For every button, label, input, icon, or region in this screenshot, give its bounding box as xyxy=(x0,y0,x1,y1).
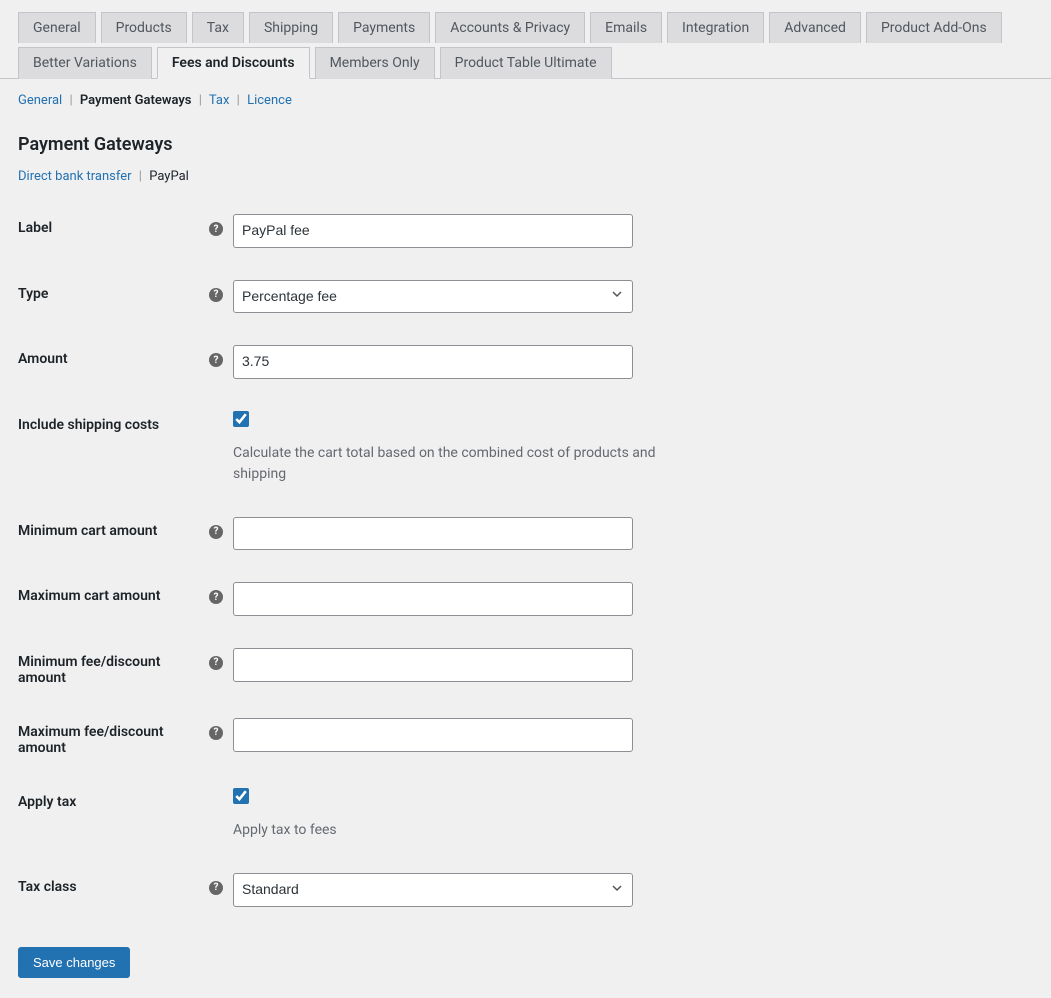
min-fee-input[interactable] xyxy=(233,648,633,682)
amount-input[interactable] xyxy=(233,345,633,379)
apply-tax-label: Apply tax xyxy=(18,794,76,810)
help-icon[interactable]: ? xyxy=(209,656,223,670)
max-fee-input[interactable] xyxy=(233,718,633,752)
apply-tax-description: Apply tax to fees xyxy=(233,820,663,841)
gateway-paypal[interactable]: PayPal xyxy=(149,169,189,184)
row-tax-class: Tax class ? Standard xyxy=(18,857,1033,923)
gateway-direct-bank[interactable]: Direct bank transfer xyxy=(18,169,132,184)
tab-general[interactable]: General xyxy=(18,12,96,43)
type-label: Type xyxy=(18,286,48,302)
tab-products[interactable]: Products xyxy=(101,12,187,43)
settings-form: Label ? Type ? Percentage fee Amount ? xyxy=(0,184,1051,937)
tab-fees-discounts[interactable]: Fees and Discounts xyxy=(157,47,310,79)
separator: | xyxy=(237,93,240,108)
row-apply-tax: Apply tax Apply tax to fees xyxy=(18,772,1033,857)
tab-integration[interactable]: Integration xyxy=(667,12,764,43)
tab-advanced[interactable]: Advanced xyxy=(769,12,861,43)
subnav-general[interactable]: General xyxy=(18,93,62,108)
page-title: Payment Gateways xyxy=(0,108,1051,165)
tab-payments[interactable]: Payments xyxy=(338,12,430,43)
gateway-subnav: Direct bank transfer | PayPal xyxy=(0,165,1051,184)
row-label: Label ? xyxy=(18,198,1033,264)
row-max-cart: Maximum cart amount ? xyxy=(18,566,1033,632)
subnav-licence[interactable]: Licence xyxy=(247,93,292,108)
include-shipping-description: Calculate the cart total based on the co… xyxy=(233,443,663,485)
tab-emails[interactable]: Emails xyxy=(590,12,662,43)
subnav-payment-gateways[interactable]: Payment Gateways xyxy=(80,93,192,108)
help-icon[interactable]: ? xyxy=(209,353,223,367)
apply-tax-checkbox[interactable] xyxy=(233,788,249,804)
primary-tabs: General Products Tax Shipping Payments A… xyxy=(0,0,1051,79)
tax-class-select[interactable]: Standard xyxy=(233,873,633,907)
min-cart-label: Minimum cart amount xyxy=(18,523,157,539)
separator: | xyxy=(69,93,72,108)
tab-better-variations[interactable]: Better Variations xyxy=(18,47,152,79)
tab-product-addons[interactable]: Product Add-Ons xyxy=(866,12,1002,43)
save-button[interactable]: Save changes xyxy=(18,947,130,978)
submit-row: Save changes xyxy=(0,937,1051,998)
include-shipping-checkbox[interactable] xyxy=(233,411,249,427)
help-icon[interactable]: ? xyxy=(209,726,223,740)
help-icon[interactable]: ? xyxy=(209,881,223,895)
min-fee-label: Minimum fee/discount amount xyxy=(18,654,209,686)
tax-class-label: Tax class xyxy=(18,879,77,895)
tab-members-only[interactable]: Members Only xyxy=(315,47,435,79)
help-icon[interactable]: ? xyxy=(209,222,223,236)
max-cart-input[interactable] xyxy=(233,582,633,616)
row-amount: Amount ? xyxy=(18,329,1033,395)
help-icon[interactable]: ? xyxy=(209,590,223,604)
label-label: Label xyxy=(18,220,52,236)
include-shipping-label: Include shipping costs xyxy=(18,417,159,433)
tab-product-table-ultimate[interactable]: Product Table Ultimate xyxy=(440,47,612,79)
tab-shipping[interactable]: Shipping xyxy=(249,12,333,43)
row-max-fee: Maximum fee/discount amount ? xyxy=(18,702,1033,772)
amount-label: Amount xyxy=(18,351,68,367)
subnav-tax[interactable]: Tax xyxy=(209,93,230,108)
help-icon[interactable]: ? xyxy=(209,525,223,539)
tab-accounts-privacy[interactable]: Accounts & Privacy xyxy=(435,12,585,43)
row-type: Type ? Percentage fee xyxy=(18,264,1033,330)
max-cart-label: Maximum cart amount xyxy=(18,588,160,604)
help-icon[interactable]: ? xyxy=(209,288,223,302)
section-subnav: General | Payment Gateways | Tax | Licen… xyxy=(0,79,1051,108)
separator: | xyxy=(139,169,142,184)
row-include-shipping: Include shipping costs Calculate the car… xyxy=(18,395,1033,501)
label-input[interactable] xyxy=(233,214,633,248)
row-min-fee: Minimum fee/discount amount ? xyxy=(18,632,1033,702)
row-min-cart: Minimum cart amount ? xyxy=(18,501,1033,567)
type-select[interactable]: Percentage fee xyxy=(233,280,633,314)
separator: | xyxy=(199,93,202,108)
tab-tax[interactable]: Tax xyxy=(192,12,244,43)
max-fee-label: Maximum fee/discount amount xyxy=(18,724,209,756)
min-cart-input[interactable] xyxy=(233,517,633,551)
